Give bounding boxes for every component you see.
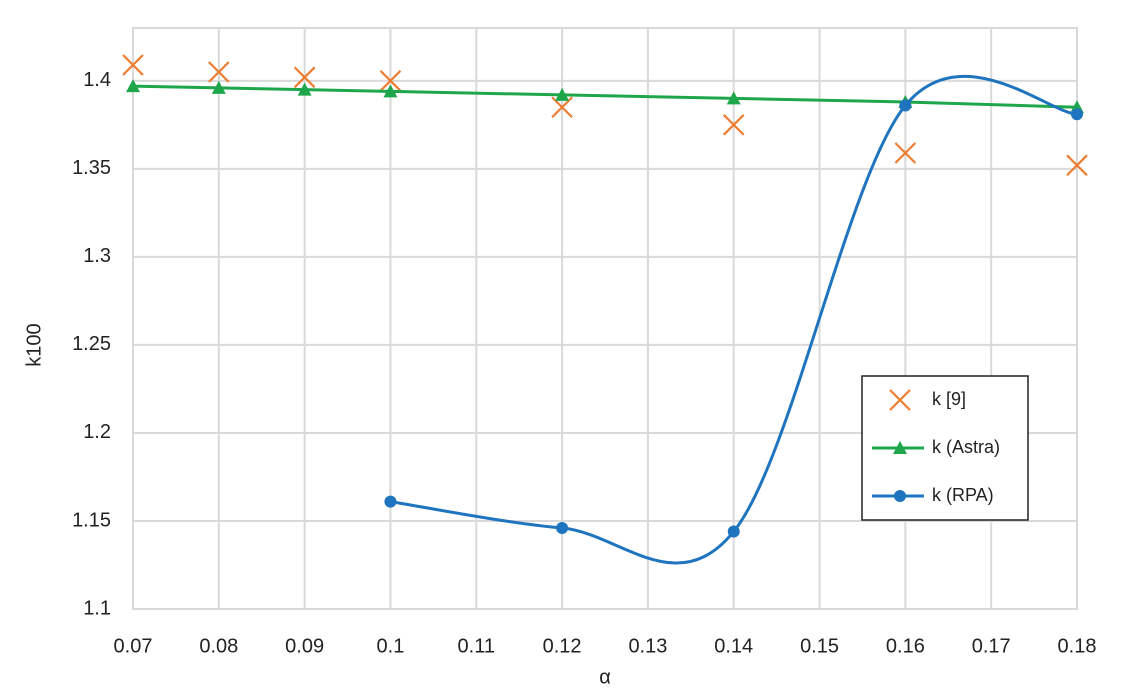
x-tick-label: 0.13 [628,635,667,657]
marker-x [894,142,917,164]
marker-x [293,66,316,89]
legend-marker [894,490,906,502]
marker-triangle [726,91,741,105]
x-tick-label: 0.17 [972,635,1011,657]
x-tick-label: 0.09 [285,635,324,657]
y-tick-label: 1.25 [72,333,111,355]
marker-circle [727,525,740,538]
x-axis-label: α [599,666,611,688]
marker-triangle [126,79,140,93]
y-tick-label: 1.1 [83,597,111,619]
y-tick-label: 1.35 [72,157,111,179]
x-tick-label: 0.18 [1058,635,1097,657]
x-tick-label: 0.15 [800,635,839,657]
marker-x [379,70,402,92]
series-line [390,74,1078,565]
x-tick-label: 0.12 [543,635,582,657]
series-line [132,84,1078,109]
y-tick-label: 1.4 [83,69,111,91]
y-tick-label: 1.3 [83,245,111,267]
legend-marker [889,389,911,411]
legend-label: k [9] [932,389,966,409]
marker-triangle [211,80,226,94]
marker-triangle [297,82,312,96]
x-tick-label: 0.1 [377,635,405,657]
x-tick-label: 0.11 [458,635,495,657]
plot-border [132,27,1078,610]
legend: k [9] k (Astra) k (RPA) [861,375,1029,521]
x-tick-label: 0.08 [199,635,238,657]
x-tick-label: 0.16 [886,635,925,657]
marker-x [122,54,144,76]
marker-triangle [383,84,398,98]
y-axis-label: k100 [23,323,45,366]
marker-circle [1071,108,1083,121]
legend-label: k (RPA) [932,485,994,505]
y-tick-label: 1.15 [72,509,111,531]
marker-x [1066,154,1088,177]
marker-circle [899,99,912,112]
legend-label: k (Astra) [932,437,1000,457]
y-tick-label: 1.2 [83,421,111,443]
marker-x [722,114,745,136]
legend-marker [893,441,907,454]
marker-triangle [555,87,570,101]
x-tick-label: 0.14 [714,635,753,657]
marker-circle [556,522,569,535]
x-tick-label: 0.07 [114,635,153,657]
marker-circle [384,495,397,508]
marker-x [208,61,230,83]
